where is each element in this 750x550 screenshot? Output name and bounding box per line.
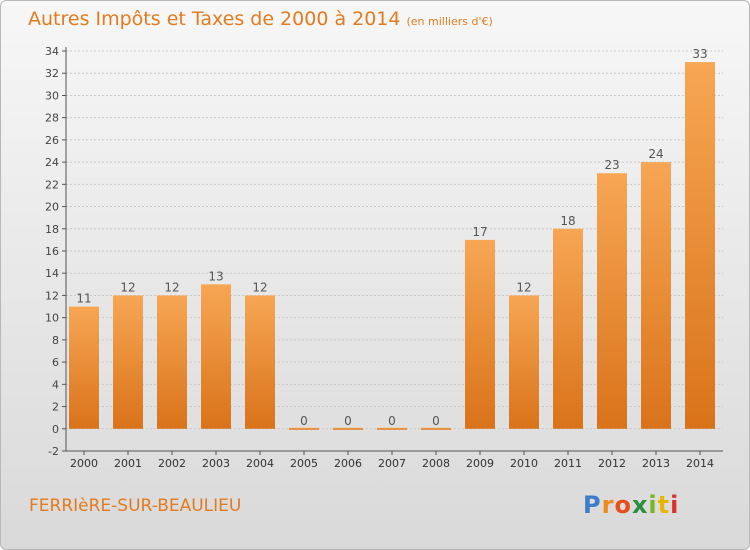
- bar: [289, 427, 319, 430]
- bar: [465, 239, 495, 429]
- y-tick-label: 24: [45, 156, 59, 169]
- logo-letter: o: [614, 491, 632, 519]
- bar: [509, 295, 539, 429]
- y-tick-label: 0: [52, 423, 59, 436]
- y-tick-label: 8: [52, 334, 59, 347]
- y-tick-label: 20: [45, 201, 59, 214]
- x-tick-label: 2006: [334, 457, 362, 470]
- bar: [641, 162, 671, 429]
- chart-title: Autres Impôts et Taxes de 2000 à 2014 (en…: [28, 8, 493, 30]
- x-tick-label: 2002: [158, 457, 186, 470]
- logo-letter: P: [583, 491, 602, 519]
- bar: [69, 306, 99, 429]
- x-tick-label: 2008: [422, 457, 450, 470]
- x-tick-label: 2014: [686, 457, 714, 470]
- bar: [685, 62, 715, 429]
- chart-title-text: Autres Impôts et Taxes de 2000 à 2014: [28, 8, 401, 30]
- x-tick-label: 2005: [290, 457, 318, 470]
- x-tick-label: 2003: [202, 457, 230, 470]
- y-tick-label: 4: [52, 378, 59, 391]
- bar: [245, 295, 275, 429]
- bar: [597, 173, 627, 429]
- y-tick-label: 22: [45, 178, 59, 191]
- x-tick-label: 2009: [466, 457, 494, 470]
- data-label: 24: [648, 147, 663, 161]
- logo-letter: i: [670, 491, 680, 519]
- bar: [421, 427, 451, 430]
- data-label: 11: [76, 292, 91, 306]
- bar: [333, 427, 363, 430]
- data-label: 33: [692, 47, 707, 61]
- chart-subtitle: (en milliers d'€): [406, 15, 493, 28]
- logo-letter: r: [601, 491, 615, 519]
- data-label: 0: [300, 414, 308, 428]
- x-tick-label: 2013: [642, 457, 670, 470]
- bar: [377, 427, 407, 430]
- bar: [113, 295, 143, 429]
- x-tick-label: 2012: [598, 457, 626, 470]
- y-tick-label: 16: [45, 245, 59, 258]
- data-label: 18: [560, 214, 575, 228]
- x-tick-label: 2000: [70, 457, 98, 470]
- logo-letter: x: [631, 491, 649, 519]
- data-label: 12: [252, 280, 267, 294]
- y-tick-label: 32: [45, 67, 59, 80]
- y-tick-label: 30: [45, 89, 59, 102]
- y-tick-label: 34: [45, 45, 59, 58]
- data-label: 13: [208, 269, 223, 283]
- y-tick-label: 12: [45, 289, 59, 302]
- y-tick-label: 10: [45, 312, 59, 325]
- x-tick-label: 2007: [378, 457, 406, 470]
- x-tick-label: 2001: [114, 457, 142, 470]
- data-label: 0: [432, 414, 440, 428]
- commune-name: FERRIèRE-SUR-BEAULIEU: [29, 496, 242, 516]
- bar: [553, 228, 583, 429]
- proxiti-logo: Proxiti: [583, 491, 679, 519]
- data-label: 12: [164, 280, 179, 294]
- y-tick-label: 18: [45, 223, 59, 236]
- data-label: 17: [472, 225, 487, 239]
- y-tick-label: 28: [45, 112, 59, 125]
- logo-letter: t: [657, 491, 671, 519]
- bar: [157, 295, 187, 429]
- x-tick-label: 2004: [246, 457, 274, 470]
- data-label: 12: [516, 280, 531, 294]
- bar: [201, 284, 231, 429]
- x-tick-label: 2010: [510, 457, 538, 470]
- data-label: 23: [604, 158, 619, 172]
- logo-letter: i: [648, 491, 658, 519]
- data-label: 12: [120, 280, 135, 294]
- y-tick-label: 14: [45, 267, 59, 280]
- data-label: 0: [344, 414, 352, 428]
- y-tick-label: 2: [52, 401, 59, 414]
- x-tick-label: 2011: [554, 457, 582, 470]
- y-tick-label: 6: [52, 356, 59, 369]
- y-tick-label: -2: [48, 445, 59, 458]
- data-label: 0: [388, 414, 396, 428]
- y-tick-label: 26: [45, 134, 59, 147]
